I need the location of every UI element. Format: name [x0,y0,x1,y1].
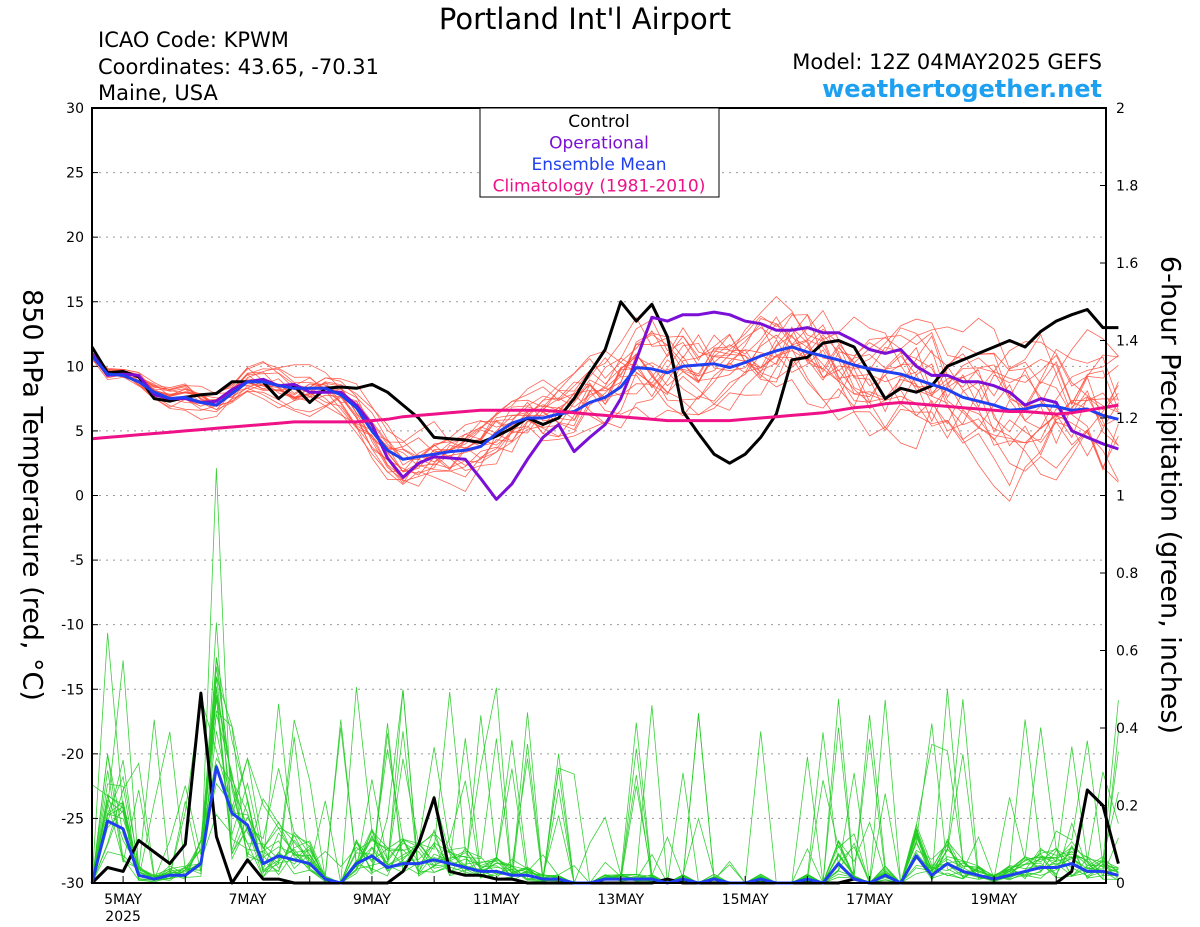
gridlines [92,172,1106,819]
y-tick-label-right: 1.4 [1116,334,1138,350]
temp-member-line [91,312,1119,487]
mean-precip-line [90,765,1119,885]
temp-member-line [91,318,1119,487]
temp-member-line [91,316,1119,459]
y-tick-label-right: 0 [1116,876,1125,892]
y-tick-label-left: -25 [61,811,84,827]
x-tick-label: 5MAY [104,892,142,908]
x-tick-label: 15MAY [722,892,769,908]
legend-item: Control [568,112,629,132]
y-tick-label-left: 30 [66,101,84,117]
temp-member-line [91,314,1119,469]
temp-member-line [91,349,1119,472]
x-year-label: 2025 [105,909,141,925]
temp-member-line [91,331,1119,473]
x-tick-label: 11MAY [473,892,520,908]
y-tick-label-left: -30 [61,876,84,892]
region: Maine, USA [98,81,218,105]
x-tick-label: 7MAY [229,892,267,908]
y-tick-label-right: 1 [1116,489,1125,505]
y-tick-label-left: 20 [66,230,84,246]
y-tick-label-right: 0.8 [1116,566,1138,582]
y-tick-label-left: -20 [61,747,84,763]
coordinates: Coordinates: 43.65, -70.31 [98,55,379,79]
y-tick-label-left: 0 [75,489,84,505]
y-tick-label-right: 1.8 [1116,179,1138,195]
y-tick-label-left: 5 [75,424,84,440]
y-tick-label-left: -5 [70,553,84,569]
x-tick-label: 19MAY [971,892,1018,908]
model-run: Model: 12Z 04MAY2025 GEFS [792,50,1102,74]
y-tick-label-right: 0.4 [1116,721,1138,737]
x-tick-label: 17MAY [846,892,893,908]
axis-ticks: 302520151050-5-10-15-20-25-3021.81.61.41… [61,101,1138,925]
x-tick-label: 13MAY [597,892,644,908]
precip-member-line [91,699,1119,884]
legend-item: Operational [549,134,649,154]
precip-member-line [91,714,1119,885]
mean-temp-line [90,345,1119,461]
climatology-line [91,401,1119,441]
y-tick-label-left: 25 [66,166,84,182]
y-tick-label-right: 0.6 [1116,644,1138,660]
y-tick-label-right: 1.6 [1116,256,1138,272]
icao-code: ICAO Code: KPWM [98,28,289,52]
y-tick-label-right: 1.2 [1116,411,1138,427]
legend-box [479,107,720,198]
y-tick-label-right: 2 [1116,101,1125,117]
legend-item: Climatology (1981-2010) [493,177,706,197]
precip-member-line [91,622,1119,884]
y-tick-label-left: -15 [61,682,84,698]
precip-member-line [91,697,1119,884]
y-tick-label-right: 0.2 [1116,799,1138,815]
page-title: Portland Int'l Airport [438,2,732,36]
y-tick-label-left: 10 [66,359,84,375]
y-tick-label-left: -10 [61,618,84,634]
precip-member-line [91,714,1119,884]
site-link[interactable]: weathertogether.net [822,75,1102,103]
precip-member-line [91,697,1119,884]
x-tick-label: 9MAY [353,892,391,908]
operational-temp-line [90,310,1119,501]
y-tick-label-left: 15 [66,295,84,311]
temp-member-line [91,309,1119,502]
legend-item: Ensemble Mean [531,155,666,175]
